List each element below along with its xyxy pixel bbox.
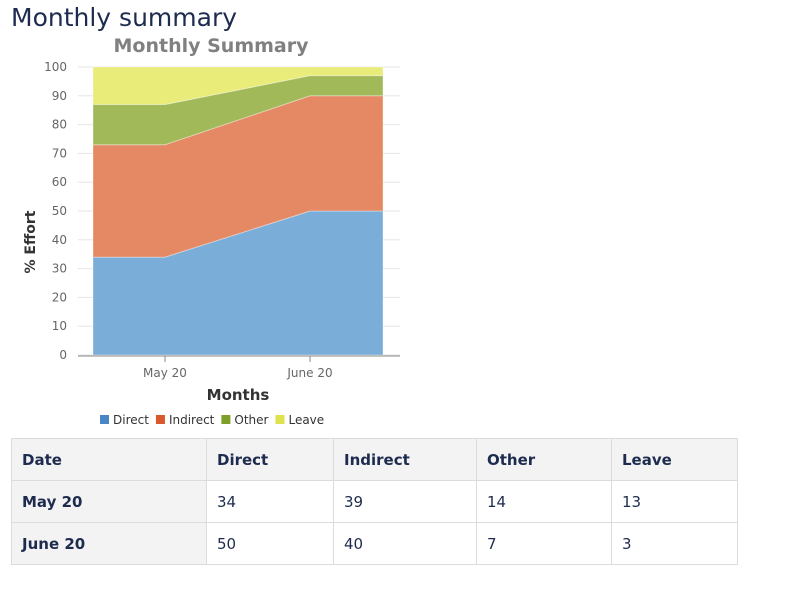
y-tick-label: 40 — [52, 233, 67, 247]
legend-label-leave: Leave — [288, 413, 324, 427]
table-cell: 39 — [333, 480, 477, 523]
y-tick-label: 100 — [44, 60, 67, 74]
x-axis-label: Months — [207, 386, 270, 404]
header-date: Date — [11, 438, 207, 481]
monthly-summary-chart: Monthly Summary 0 10 20 30 40 50 60 70 80 90 100 M… — [0, 28, 420, 438]
table-header-row: Date Direct Indirect Other Leave — [11, 438, 738, 481]
table-cell: 3 — [611, 522, 738, 565]
y-tick-label: 70 — [52, 146, 67, 160]
y-tick-label: 20 — [52, 290, 67, 304]
table-cell: 34 — [206, 480, 334, 523]
x-axis-ticks: May 20 June 20 — [143, 356, 333, 380]
chart-title: Monthly Summary — [114, 35, 310, 57]
y-tick-label: 50 — [52, 204, 67, 218]
legend-swatch-other — [221, 415, 231, 424]
table-cell: 13 — [611, 480, 738, 523]
legend-swatch-leave — [275, 415, 285, 424]
legend-label-indirect: Indirect — [169, 413, 215, 427]
y-tick-label: 10 — [52, 319, 67, 333]
header-other: Other — [476, 438, 612, 481]
area-series — [92, 66, 384, 356]
chart-legend: Direct Indirect Other Leave — [100, 413, 324, 427]
chart-svg: Monthly Summary 0 10 20 30 40 50 60 70 80 90 100 M… — [23, 35, 400, 427]
table-cell: 50 — [206, 522, 334, 565]
x-tick-label: May 20 — [143, 366, 187, 380]
summary-table: Date Direct Indirect Other Leave May 20 … — [11, 438, 738, 565]
table-row: May 20 34 39 14 13 — [11, 480, 738, 523]
y-axis-ticks: 0 10 20 30 40 50 60 70 80 90 100 — [44, 60, 67, 362]
table-cell-date: June 20 — [11, 522, 207, 565]
legend-swatch-direct — [100, 415, 109, 424]
table-cell-date: May 20 — [11, 480, 207, 523]
legend-label-direct: Direct — [113, 413, 149, 427]
y-tick-label: 0 — [59, 348, 67, 362]
y-tick-label: 60 — [52, 175, 67, 189]
header-indirect: Indirect — [333, 438, 477, 481]
table-cell: 40 — [333, 522, 477, 565]
area-leave — [92, 66, 384, 105]
y-tick-label: 80 — [52, 118, 67, 132]
y-tick-label: 30 — [52, 262, 67, 276]
table-cell: 14 — [476, 480, 612, 523]
x-tick-label: June 20 — [286, 366, 332, 380]
legend-label-other: Other — [234, 413, 268, 427]
header-direct: Direct — [206, 438, 334, 481]
y-tick-label: 90 — [52, 89, 67, 103]
table-cell: 7 — [476, 522, 612, 565]
legend-swatch-indirect — [155, 415, 165, 424]
y-axis-label: % Effort — [23, 210, 39, 273]
header-leave: Leave — [611, 438, 738, 481]
page-title: Monthly summary — [11, 3, 238, 32]
table-row: June 20 50 40 7 3 — [11, 522, 738, 565]
